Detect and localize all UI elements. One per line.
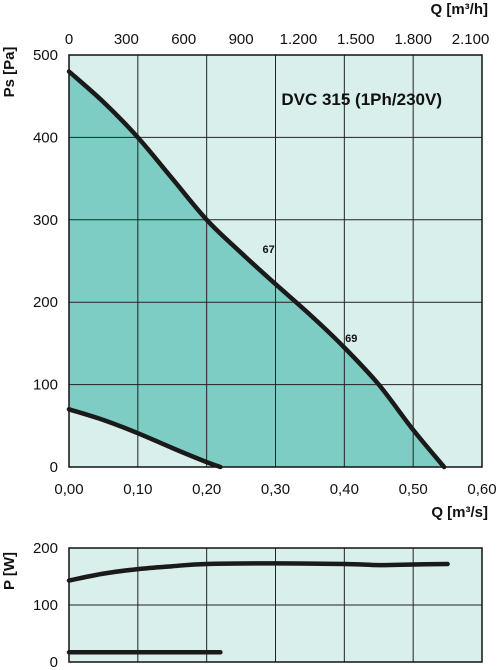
curve-annotation: 67 <box>262 244 274 256</box>
pressure-plot-frame <box>68 54 483 468</box>
curve-annotation: 69 <box>345 333 357 345</box>
x-tick-label: 0,10 <box>123 481 152 498</box>
y-tick-label: 200 <box>33 294 58 311</box>
x2-tick-label: 0 <box>65 31 73 48</box>
y-axis-label: Ps [Pa] <box>1 47 18 98</box>
y-tick-label: 100 <box>33 377 58 394</box>
y-tick-label: 0 <box>50 459 58 476</box>
max-power-curve <box>66 561 450 583</box>
y-tick-label: 400 <box>33 129 58 146</box>
x2-tick-label: 900 <box>229 31 254 48</box>
x2-tick-label: 1.800 <box>394 31 432 48</box>
x-tick-label: 0,40 <box>330 481 359 498</box>
x-tick-label: 0,00 <box>54 481 83 498</box>
x2-tick-label: 2.100 <box>452 31 490 48</box>
pressure-chart: 0,00 0,10 0,20 0,30 0,40 0,50 0,60 0 300 600 900 1… <box>1 1 497 521</box>
x-tick-label: 0,50 <box>399 481 428 498</box>
y-tick-label: 500 <box>33 47 58 64</box>
power-plot-frame <box>68 547 483 663</box>
chart-title: DVC 315 (1Ph/230V) <box>281 90 442 109</box>
x2-tick-label: 1.500 <box>337 31 375 48</box>
x2-tick-label: 600 <box>171 31 196 48</box>
x2-axis-label: Q [m³/h] <box>431 1 489 18</box>
x-tick-label: 0,30 <box>261 481 290 498</box>
x2-tick-label: 300 <box>114 31 139 48</box>
x2-tick-label: 1.200 <box>280 31 318 48</box>
max-pressure-curve <box>66 69 447 470</box>
flow-m3s-tick-labels: 0,00 0,10 0,20 0,30 0,40 0,50 0,60 <box>54 481 496 498</box>
pressure-tick-labels: 0 100 200 300 400 500 <box>33 47 58 476</box>
x-axis-label: Q [m³/s] <box>431 504 488 521</box>
power-tick-labels: 0 100 200 <box>33 540 58 670</box>
curve-annotations: 67 69 <box>262 244 357 345</box>
power-tick-label: 200 <box>33 540 58 557</box>
power-tick-label: 0 <box>50 654 58 670</box>
power-tick-label: 100 <box>33 597 58 614</box>
power-axis-label: P [W] <box>1 552 18 590</box>
y-tick-label: 300 <box>33 212 58 229</box>
power-chart: 0 100 200 P [W] <box>1 540 483 670</box>
x-tick-label: 0,20 <box>192 481 221 498</box>
min-pressure-curve <box>66 407 223 470</box>
x-tick-label: 0,60 <box>467 481 496 498</box>
flow-m3h-tick-labels: 0 300 600 900 1.200 1.500 1.800 2.100 <box>65 31 489 48</box>
